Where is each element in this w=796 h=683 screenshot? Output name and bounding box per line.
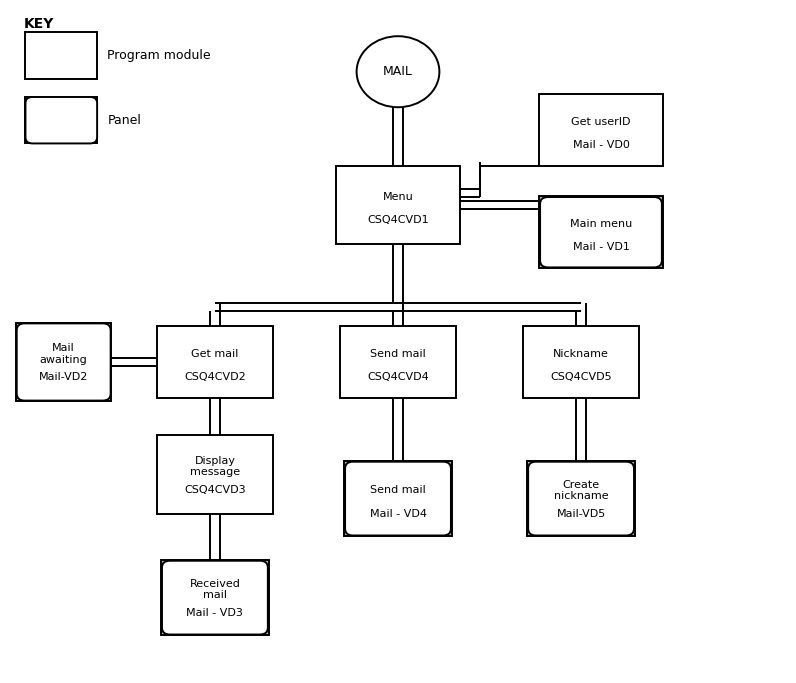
FancyBboxPatch shape (17, 324, 111, 400)
FancyBboxPatch shape (162, 561, 268, 635)
Bar (16, 322, 111, 401)
Text: Mail-VD2: Mail-VD2 (39, 372, 88, 382)
Text: Mail - VD4: Mail - VD4 (369, 509, 427, 518)
FancyBboxPatch shape (529, 462, 634, 535)
FancyBboxPatch shape (345, 462, 451, 535)
Bar (336, 166, 460, 245)
Text: Nickname: Nickname (553, 349, 609, 359)
Text: MAIL: MAIL (383, 65, 413, 79)
Text: Mail
awaiting: Mail awaiting (40, 343, 88, 365)
Text: CSQ4CVD4: CSQ4CVD4 (367, 372, 429, 382)
FancyBboxPatch shape (25, 97, 97, 143)
Text: CSQ4CVD2: CSQ4CVD2 (184, 372, 246, 382)
Bar (524, 326, 638, 398)
Text: Mail - VD3: Mail - VD3 (186, 608, 244, 617)
Text: Mail-VD5: Mail-VD5 (556, 509, 606, 518)
Text: Get mail: Get mail (191, 349, 239, 359)
Text: Get userID: Get userID (572, 117, 630, 126)
Text: CSQ4CVD1: CSQ4CVD1 (367, 215, 429, 225)
Bar (341, 326, 455, 398)
Text: Create
nickname: Create nickname (554, 479, 608, 501)
Text: Send mail: Send mail (370, 486, 426, 495)
Text: Send mail: Send mail (370, 349, 426, 359)
Bar (161, 560, 268, 635)
Text: Program module: Program module (107, 48, 211, 62)
Bar (158, 326, 272, 398)
Bar (158, 436, 272, 514)
Bar (25, 97, 97, 143)
Text: Panel: Panel (107, 113, 142, 127)
Text: CSQ4CVD5: CSQ4CVD5 (550, 372, 612, 382)
Text: CSQ4CVD3: CSQ4CVD3 (184, 485, 246, 494)
Bar (25, 32, 97, 79)
Bar (528, 461, 635, 536)
Text: Display
message: Display message (190, 456, 240, 477)
Text: Received
mail: Received mail (189, 579, 240, 600)
Text: Main menu: Main menu (570, 219, 632, 229)
Text: Mail - VD0: Mail - VD0 (572, 140, 630, 150)
Circle shape (357, 36, 439, 107)
Text: Menu: Menu (383, 192, 413, 201)
Bar (344, 461, 452, 536)
Bar (540, 197, 662, 268)
FancyBboxPatch shape (540, 197, 662, 267)
Text: KEY: KEY (24, 17, 54, 31)
Bar (540, 94, 662, 165)
Text: Mail - VD1: Mail - VD1 (572, 242, 630, 252)
